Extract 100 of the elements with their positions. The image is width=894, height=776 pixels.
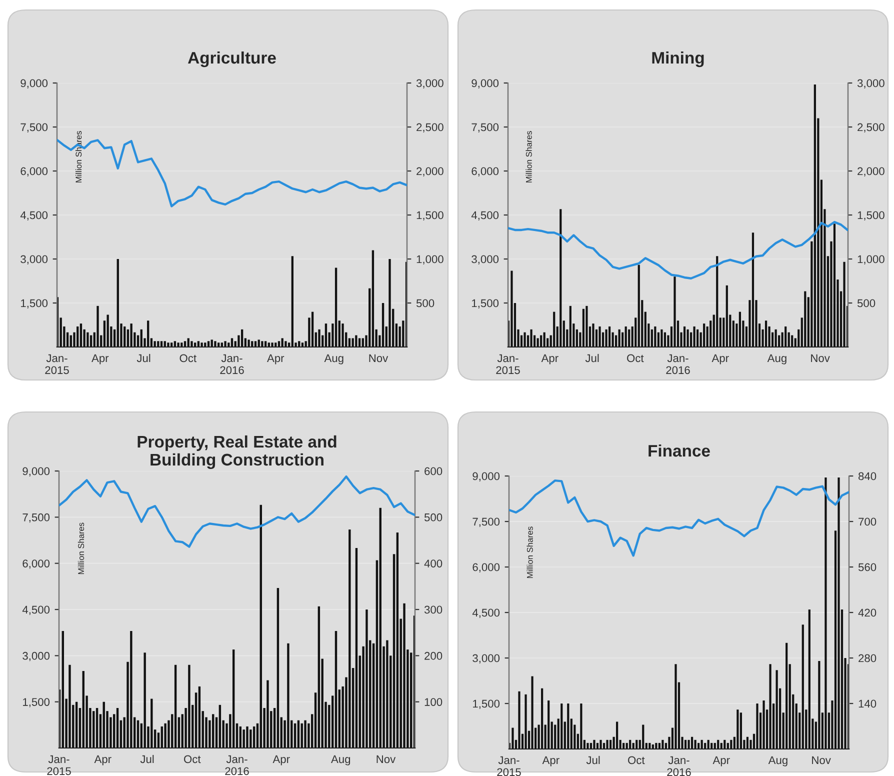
y2-tick-label: 2,500 (858, 123, 884, 132)
y2-tick-label: 300 (424, 606, 442, 614)
y2-tick-label: 2,000 (416, 167, 444, 176)
bar (605, 329, 608, 347)
bar (628, 329, 630, 347)
x-tick-label: Nov (369, 354, 388, 362)
bar (740, 712, 742, 749)
y2-tick-label: 500 (416, 299, 434, 308)
bar (824, 478, 827, 749)
bar (756, 704, 758, 749)
bar (518, 691, 520, 749)
bar (674, 276, 676, 347)
bar (198, 686, 201, 748)
chart-title: Finance (648, 444, 710, 457)
bar (606, 740, 608, 749)
y2-tick-label: 840 (858, 472, 876, 480)
chart-title: Property, Real Estate and Building Construction (138, 435, 336, 469)
y-tick-label: 7,500 (472, 518, 500, 527)
x-tick-label: Jan- 2015 (497, 756, 521, 776)
y2-tick-label: 560 (858, 563, 876, 572)
bar (553, 312, 556, 347)
bar (838, 478, 840, 749)
bar (843, 262, 846, 347)
y-tick-label: 1,500 (473, 700, 500, 709)
bar (311, 312, 314, 347)
bar (224, 341, 226, 347)
x-tick-label: Jul (585, 354, 599, 362)
bar (808, 609, 810, 749)
x-tick-label: Oct (628, 756, 645, 764)
bar (548, 700, 550, 749)
bar (92, 711, 95, 748)
y-tick-label: 4,500 (20, 211, 48, 220)
line-series (509, 479, 849, 557)
bar (642, 724, 644, 749)
bar (664, 332, 666, 347)
bar (355, 548, 358, 748)
y-tick-label: 6,000 (22, 560, 50, 569)
x-tick-label: Jul (136, 354, 150, 362)
bar (540, 335, 542, 347)
bar (693, 326, 696, 347)
bar (608, 326, 611, 347)
bar (726, 285, 728, 347)
bar (167, 342, 170, 347)
bar (246, 726, 248, 748)
bar (396, 532, 399, 748)
y2-tick-label: 280 (858, 654, 876, 662)
y-tick-label: 9,000 (20, 79, 48, 88)
y-tick-label: 9,000 (22, 467, 50, 476)
bar (703, 324, 706, 347)
bar (355, 335, 358, 347)
bar (660, 329, 663, 347)
bar (592, 324, 594, 347)
bar (388, 259, 391, 347)
x-tick-label: Aug (331, 755, 350, 766)
bar (696, 329, 699, 347)
bar (276, 588, 280, 748)
y-tick-label: 7,500 (20, 123, 48, 132)
bar (600, 740, 602, 749)
y2-tick-label: 400 (424, 560, 442, 568)
bar (786, 642, 788, 749)
bar (586, 742, 589, 749)
y2-tick-label: 700 (858, 518, 876, 526)
bar (586, 306, 588, 347)
bar (96, 708, 98, 748)
x-tick-label: Jul (586, 756, 600, 764)
bar (818, 661, 820, 749)
y2-tick-label: 140 (858, 700, 876, 708)
x-tick-label: Jan- 2015 (45, 354, 69, 374)
x-tick-label: Jul (140, 754, 154, 764)
bar (261, 341, 264, 347)
x-tick-label: Nov (811, 354, 830, 362)
bar (560, 704, 563, 749)
bar (334, 631, 338, 748)
bar (102, 702, 105, 748)
bar (218, 704, 222, 748)
bar (638, 264, 640, 347)
bar (616, 722, 618, 749)
bar (96, 306, 99, 347)
bar (266, 680, 269, 748)
x-tick-label: Aug (767, 354, 786, 364)
bar (802, 624, 804, 749)
y-tick-label: 3,000 (472, 255, 499, 264)
bar (212, 714, 214, 748)
bar (324, 324, 328, 347)
y-tick-label: 1,500 (472, 299, 499, 308)
bar (291, 256, 294, 347)
bar (686, 329, 689, 347)
bar (536, 338, 539, 347)
bar (154, 341, 156, 347)
bar (683, 326, 686, 347)
bar (106, 314, 109, 347)
y-tick-label: 1,500 (23, 698, 50, 708)
bar (318, 329, 320, 347)
y2-tick-label: 500 (424, 513, 442, 522)
y-tick-label: 7,500 (22, 513, 50, 523)
x-tick-label: Jan- 2016 (225, 755, 249, 776)
bar (164, 723, 166, 748)
bar (776, 670, 778, 749)
chart-title: Mining (652, 51, 704, 68)
x-tick-label: Nov (812, 756, 831, 764)
